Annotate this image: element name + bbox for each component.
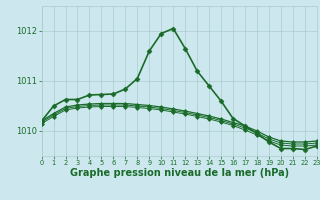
X-axis label: Graphe pression niveau de la mer (hPa): Graphe pression niveau de la mer (hPa) xyxy=(70,168,289,178)
